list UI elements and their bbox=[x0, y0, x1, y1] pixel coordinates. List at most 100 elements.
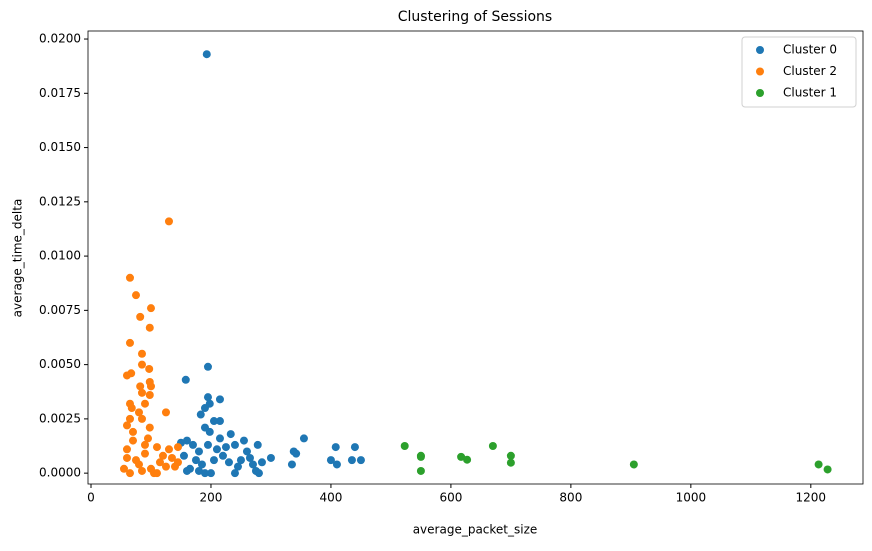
point bbox=[137, 466, 146, 475]
point bbox=[173, 443, 182, 452]
point bbox=[239, 436, 248, 445]
point bbox=[215, 434, 224, 443]
point bbox=[236, 456, 245, 465]
point bbox=[140, 440, 149, 449]
point bbox=[457, 452, 466, 461]
point bbox=[205, 427, 214, 436]
point bbox=[347, 456, 356, 465]
point bbox=[251, 466, 260, 475]
point bbox=[164, 217, 173, 226]
point bbox=[212, 445, 221, 454]
point bbox=[122, 421, 131, 430]
point bbox=[181, 375, 190, 384]
point bbox=[125, 273, 134, 282]
point bbox=[167, 453, 176, 462]
x-tick-label: 1000 bbox=[676, 491, 707, 505]
point bbox=[215, 417, 224, 426]
point bbox=[224, 458, 233, 467]
point bbox=[152, 443, 161, 452]
point bbox=[221, 443, 230, 452]
point bbox=[194, 447, 203, 456]
point bbox=[179, 451, 188, 460]
y-tick-label: 0.0175 bbox=[39, 86, 81, 100]
point bbox=[292, 449, 301, 458]
legend-label: Cluster 2 bbox=[783, 64, 837, 78]
x-tick-label: 600 bbox=[439, 491, 462, 505]
point bbox=[119, 464, 128, 473]
point bbox=[137, 414, 146, 423]
point bbox=[226, 430, 235, 439]
point bbox=[182, 436, 191, 445]
x-tick-label: 1200 bbox=[796, 491, 827, 505]
point bbox=[136, 312, 145, 321]
point bbox=[145, 364, 154, 373]
point bbox=[203, 440, 212, 449]
point bbox=[137, 349, 146, 358]
point bbox=[416, 466, 425, 475]
point bbox=[146, 382, 155, 391]
legend-marker bbox=[756, 89, 764, 97]
point bbox=[161, 462, 170, 471]
legend-label: Cluster 0 bbox=[783, 43, 837, 57]
point bbox=[823, 465, 832, 474]
point bbox=[122, 371, 131, 380]
point bbox=[209, 456, 218, 465]
point bbox=[131, 291, 140, 300]
point bbox=[245, 453, 254, 462]
point bbox=[230, 440, 239, 449]
point bbox=[145, 323, 154, 332]
point bbox=[242, 447, 251, 456]
point bbox=[488, 442, 497, 451]
point bbox=[143, 434, 152, 443]
point bbox=[122, 453, 131, 462]
plot-frame bbox=[87, 30, 864, 485]
point bbox=[326, 456, 335, 465]
point bbox=[125, 469, 134, 478]
point bbox=[287, 460, 296, 469]
point bbox=[145, 423, 154, 432]
point bbox=[299, 434, 308, 443]
legend-box bbox=[741, 36, 857, 108]
point bbox=[155, 458, 164, 467]
point bbox=[233, 462, 242, 471]
y-tick-label: 0.0200 bbox=[39, 32, 81, 46]
point bbox=[202, 50, 211, 59]
point bbox=[136, 382, 145, 391]
point bbox=[188, 440, 197, 449]
chart-title: Clustering of Sessions bbox=[398, 9, 552, 25]
point bbox=[173, 458, 182, 467]
point bbox=[253, 440, 262, 449]
point bbox=[164, 445, 173, 454]
point bbox=[137, 360, 146, 369]
point bbox=[506, 458, 515, 467]
y-tick-label: 0.0125 bbox=[39, 194, 81, 208]
point bbox=[122, 445, 131, 454]
point bbox=[814, 460, 823, 469]
point bbox=[266, 453, 275, 462]
point bbox=[248, 460, 257, 469]
legend-marker bbox=[756, 67, 764, 76]
y-axis-label: average_time_delta bbox=[11, 199, 25, 318]
point bbox=[506, 451, 515, 460]
point bbox=[152, 469, 161, 478]
point bbox=[218, 451, 227, 460]
point bbox=[230, 469, 239, 478]
point bbox=[350, 443, 359, 452]
point bbox=[463, 455, 472, 464]
y-tick-label: 0.0100 bbox=[39, 249, 81, 263]
point bbox=[125, 338, 134, 347]
point bbox=[200, 469, 209, 478]
y-tick-label: 0.0025 bbox=[39, 411, 81, 425]
x-tick-label: 0 bbox=[87, 491, 95, 505]
point bbox=[134, 408, 143, 417]
legend-marker bbox=[756, 46, 764, 54]
x-axis-label: average_packet_size bbox=[413, 523, 538, 537]
point bbox=[197, 460, 206, 469]
point bbox=[209, 417, 218, 426]
y-tick-label: 0.0050 bbox=[39, 357, 81, 371]
point bbox=[203, 393, 212, 402]
point bbox=[145, 391, 154, 400]
point bbox=[161, 408, 170, 417]
